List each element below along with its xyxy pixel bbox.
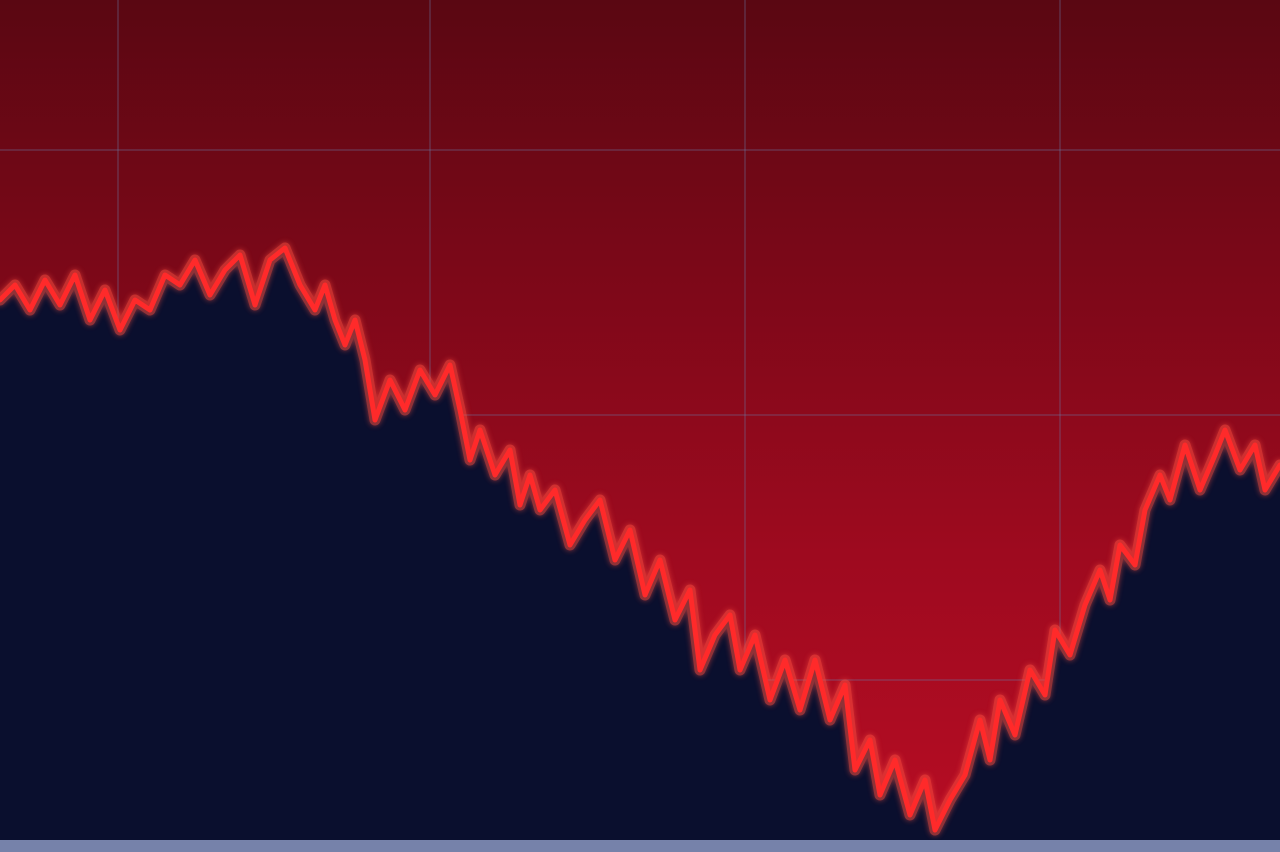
bottom-band [0, 840, 1280, 852]
chart-svg [0, 0, 1280, 852]
stock-chart [0, 0, 1280, 852]
